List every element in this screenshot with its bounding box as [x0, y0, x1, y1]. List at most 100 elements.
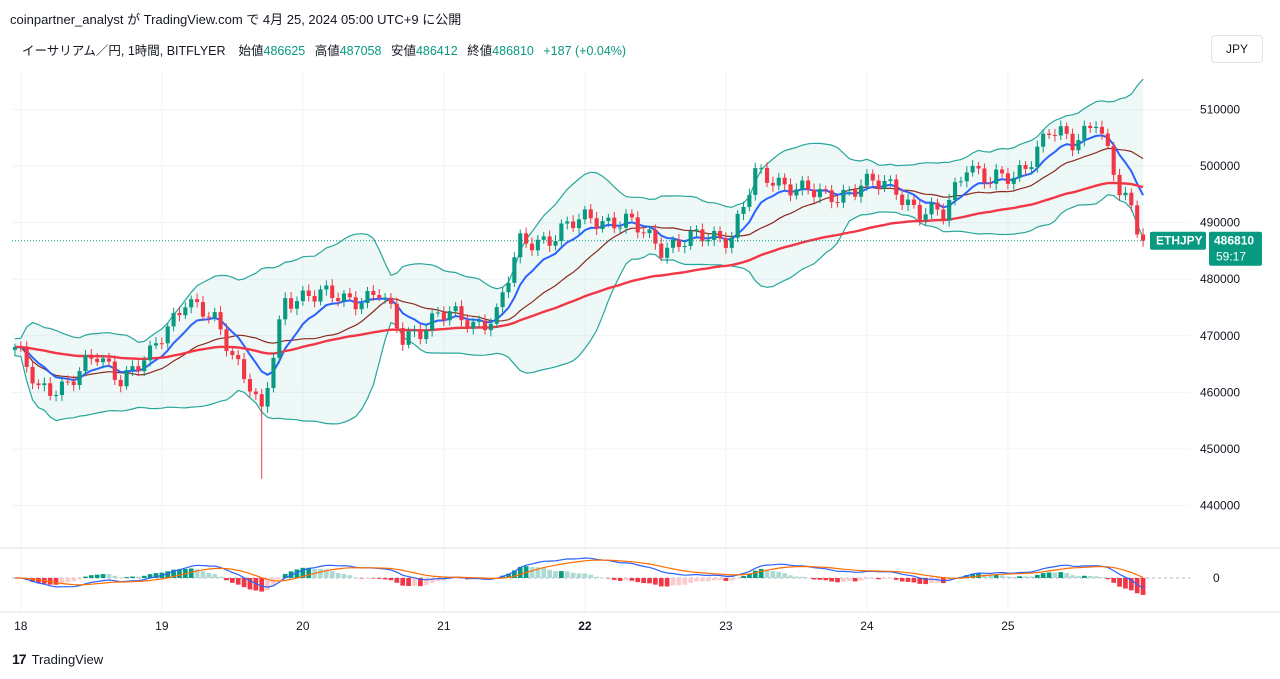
- macd-histogram-bar: [329, 571, 335, 578]
- tradingview-brand[interactable]: 17 TradingView: [12, 651, 103, 667]
- candle-body: [911, 199, 916, 205]
- candle-body: [571, 221, 576, 229]
- candle-body: [794, 189, 799, 196]
- candle-body: [435, 312, 441, 314]
- candle-body: [647, 229, 652, 234]
- candle-body: [353, 297, 358, 310]
- macd-histogram-bar: [271, 578, 276, 586]
- candle-body: [1070, 133, 1075, 151]
- candle-body: [712, 230, 717, 240]
- high-label: 高値: [314, 44, 340, 58]
- candle-body: [377, 295, 382, 298]
- macd-histogram-bar: [1081, 575, 1087, 578]
- macd-histogram-bar: [1040, 573, 1046, 578]
- macd-histogram-bar: [764, 569, 770, 578]
- high-value: 487058: [339, 44, 382, 58]
- macd-histogram-bar: [341, 573, 347, 578]
- macd-histogram-bar: [576, 573, 582, 578]
- currency-button[interactable]: JPY: [1211, 35, 1263, 63]
- candle-body: [1029, 167, 1034, 170]
- macd-histogram-bar: [547, 569, 552, 578]
- macd-histogram-bar: [1134, 578, 1140, 594]
- macd-histogram-bar: [776, 571, 782, 578]
- macd-histogram-bar: [852, 578, 858, 582]
- macd-histogram-bar: [864, 578, 870, 580]
- candle-body: [101, 358, 106, 363]
- macd-histogram-bar: [664, 578, 670, 587]
- macd-histogram-bar: [752, 570, 758, 578]
- macd-histogram-bar: [147, 574, 153, 578]
- candle-body: [782, 177, 787, 185]
- candle-body: [341, 293, 347, 302]
- candle-body: [659, 243, 664, 258]
- candle-body: [776, 177, 781, 186]
- candle-body: [524, 233, 529, 244]
- candle-body: [811, 189, 817, 198]
- candle-body: [829, 190, 834, 203]
- candle-body: [406, 331, 411, 345]
- candle-body: [183, 307, 188, 316]
- macd-histogram-bar: [382, 578, 388, 580]
- macd-histogram-bar: [88, 575, 94, 578]
- candle-body: [935, 202, 940, 210]
- macd-histogram-bar: [323, 569, 329, 578]
- macd-histogram-bar: [559, 571, 564, 578]
- grid-lines: [12, 70, 1190, 612]
- macd-histogram-bar: [300, 567, 306, 578]
- macd-histogram-bar: [441, 578, 447, 581]
- candle-body: [817, 189, 822, 198]
- candle-body: [24, 347, 29, 367]
- macd-histogram-bar: [36, 578, 41, 584]
- macd-histogram-bar: [635, 578, 641, 583]
- candle-body: [735, 213, 740, 238]
- macd-histogram-bar: [987, 575, 993, 578]
- macd-histogram-bar: [365, 578, 370, 579]
- macd-histogram-bar: [194, 569, 200, 578]
- candle-body: [1046, 133, 1052, 135]
- ma-slow: [14, 181, 1144, 361]
- macd-histogram-bar: [294, 569, 300, 578]
- y-tick-label: 510000: [1200, 103, 1240, 117]
- macd-histogram-bar: [141, 575, 147, 578]
- candle-body: [206, 316, 211, 318]
- candle-body: [512, 257, 517, 283]
- candle-body: [271, 357, 276, 389]
- band-lower: [14, 194, 1144, 425]
- macd-histogram-bar: [517, 566, 523, 578]
- candle-body: [559, 223, 564, 242]
- macd-histogram-bar: [617, 578, 623, 581]
- candle-body: [894, 179, 899, 195]
- candle-body: [482, 320, 488, 331]
- candle-body: [999, 169, 1005, 174]
- macd-histogram-bar: [212, 574, 218, 578]
- macd-histogram-bar: [429, 578, 435, 583]
- macd-histogram-bar: [77, 578, 82, 580]
- macd-histogram-bar: [306, 567, 312, 578]
- candle-body: [1058, 126, 1063, 136]
- macd-panel: 0: [12, 557, 1220, 595]
- macd-histogram-bar: [594, 576, 599, 578]
- macd-histogram-bar: [1111, 578, 1117, 583]
- candle-body: [153, 343, 159, 346]
- close-value: 486810: [492, 44, 534, 58]
- candle-body: [800, 180, 805, 190]
- candle-body: [383, 297, 388, 299]
- macd-histogram-bar: [130, 576, 135, 578]
- symbol-name[interactable]: イーサリアム／円, 1時間, BITFLYER: [22, 44, 226, 58]
- macd-histogram-bar: [118, 577, 124, 578]
- candle-body: [124, 370, 129, 387]
- x-tick-label: 19: [155, 619, 169, 633]
- macd-histogram-bar: [1076, 576, 1081, 578]
- candle-body: [1041, 133, 1046, 147]
- candle-body: [212, 312, 217, 318]
- candle-body: [741, 206, 746, 214]
- brand-name: TradingView: [31, 651, 104, 667]
- macd-histogram-bar: [318, 569, 323, 578]
- macd-histogram-bar: [1140, 578, 1146, 595]
- macd-histogram-bar: [65, 578, 71, 583]
- macd-histogram-bar: [153, 573, 159, 578]
- macd-histogram-bar: [224, 578, 229, 581]
- macd-zero-label: 0: [1213, 571, 1220, 585]
- y-tick-label: 480000: [1200, 272, 1240, 286]
